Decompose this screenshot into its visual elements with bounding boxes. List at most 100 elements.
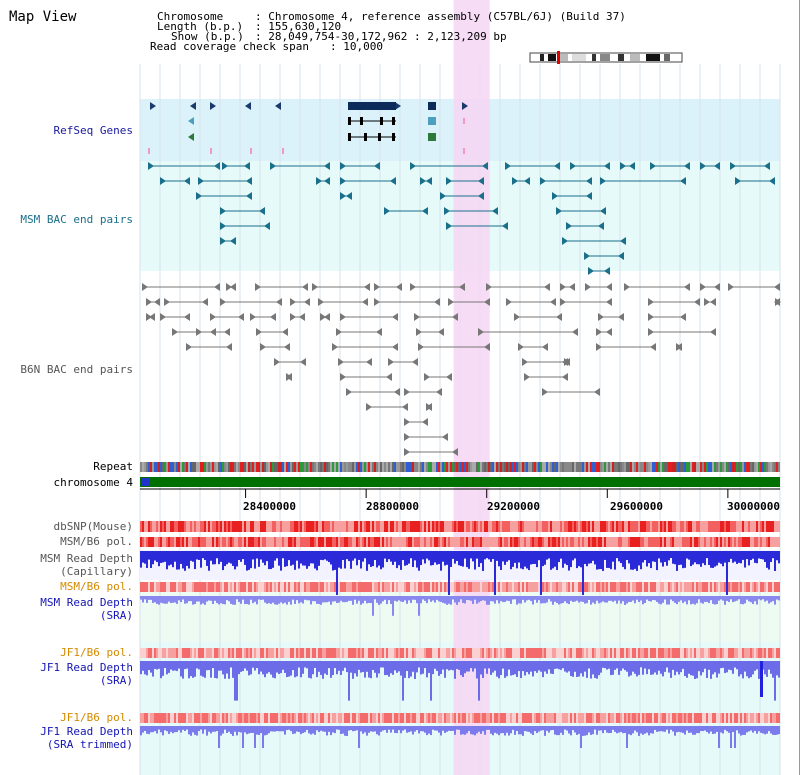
b6n-bac-pair-end[interactable]: [366, 358, 372, 366]
b6n-bac-pair-end[interactable]: [250, 313, 256, 321]
msm-bac-pair-end[interactable]: [446, 222, 452, 230]
b6n-bac-pair-end[interactable]: [594, 388, 600, 396]
chromosome-bar[interactable]: [140, 477, 780, 487]
msm-bac-pair-end[interactable]: [618, 252, 624, 260]
b6n-bac-pair-end[interactable]: [650, 343, 656, 351]
b6n-bac-pair-end[interactable]: [648, 313, 654, 321]
b6n-bac-pair-end[interactable]: [618, 313, 624, 321]
msm-bac-pair-end[interactable]: [478, 177, 484, 185]
msm-bac-pair-end[interactable]: [586, 192, 592, 200]
msm-bac-pair-end[interactable]: [184, 177, 190, 185]
b6n-bac-pair-end[interactable]: [324, 313, 330, 321]
msm-bac-pair-end[interactable]: [566, 222, 572, 230]
b6n-bac-pair-end[interactable]: [304, 298, 310, 306]
b6n-bac-pair-end[interactable]: [202, 298, 208, 306]
msm-bac-pair-end[interactable]: [680, 177, 686, 185]
b6n-bac-pair-end[interactable]: [484, 343, 490, 351]
msm-bac-pair-end[interactable]: [340, 162, 346, 170]
b6n-bac-pair-end[interactable]: [522, 358, 528, 366]
msm-bac-pair-end[interactable]: [556, 207, 562, 215]
b6n-bac-pair-end[interactable]: [282, 328, 288, 336]
msm-bac-pair-end[interactable]: [440, 192, 446, 200]
msm-bac-pair-end[interactable]: [540, 177, 546, 185]
b6n-bac-pair-end[interactable]: [362, 298, 368, 306]
b6n-bac-pair-end[interactable]: [418, 343, 424, 351]
msm-bac-pair-end[interactable]: [586, 177, 592, 185]
msm-bac-pair-end[interactable]: [700, 162, 706, 170]
b6n-bac-pair-end[interactable]: [524, 373, 530, 381]
msm-bac-pair-end[interactable]: [604, 162, 610, 170]
refseq-gene-block[interactable]: [428, 102, 436, 110]
b6n-bac-pair-end[interactable]: [184, 313, 190, 321]
b6n-bac-pair-end[interactable]: [710, 328, 716, 336]
msm-bac-pair-end[interactable]: [324, 177, 330, 185]
msm-bac-pair-end[interactable]: [650, 162, 656, 170]
b6n-bac-pair-end[interactable]: [270, 313, 276, 321]
msm-bac-pair-end[interactable]: [214, 162, 220, 170]
track-label-refseq[interactable]: RefSeq Genes: [53, 124, 133, 137]
b6n-bac-pair-end[interactable]: [284, 343, 290, 351]
msm-bac-pair-end[interactable]: [492, 207, 498, 215]
msm-bac-pair-end[interactable]: [220, 222, 226, 230]
b6n-bac-pair-end[interactable]: [394, 388, 400, 396]
refseq-gene-arrow[interactable]: [150, 102, 156, 110]
b6n-bac-pair-end[interactable]: [364, 283, 370, 291]
b6n-bac-pair-end[interactable]: [238, 313, 244, 321]
b6n-bac-pair-end[interactable]: [446, 373, 452, 381]
msm-bac-pair-end[interactable]: [505, 162, 511, 170]
track-label-msm-depth-sra[interactable]: MSM Read Depth: [40, 596, 133, 609]
b6n-bac-pair-end[interactable]: [506, 298, 512, 306]
b6n-bac-pair-end[interactable]: [596, 343, 602, 351]
b6n-bac-pair-end[interactable]: [448, 298, 454, 306]
b6n-bac-pair-end[interactable]: [230, 283, 236, 291]
b6n-bac-pair-end[interactable]: [694, 298, 700, 306]
b6n-bac-pair-end[interactable]: [290, 298, 296, 306]
msm-bac-pair-end[interactable]: [324, 162, 330, 170]
b6n-bac-pair-end[interactable]: [624, 283, 630, 291]
b6n-bac-pair-end[interactable]: [562, 373, 568, 381]
msm-bac-pair-end[interactable]: [512, 177, 518, 185]
b6n-bac-pair-end[interactable]: [550, 298, 556, 306]
b6n-bac-pair-end[interactable]: [376, 328, 382, 336]
b6n-bac-pair-end[interactable]: [544, 283, 550, 291]
msm-bac-pair-end[interactable]: [444, 207, 450, 215]
b6n-bac-pair-end[interactable]: [774, 283, 780, 291]
b6n-bac-pair-end[interactable]: [486, 283, 492, 291]
msm-bac-pair-end[interactable]: [735, 177, 741, 185]
b6n-bac-pair-end[interactable]: [402, 403, 408, 411]
b6n-bac-pair-end[interactable]: [560, 283, 566, 291]
msm-bac-pair-end[interactable]: [422, 207, 428, 215]
b6n-bac-pair-end[interactable]: [606, 298, 612, 306]
b6n-bac-pair-end[interactable]: [704, 298, 710, 306]
b6n-bac-pair-end[interactable]: [452, 448, 458, 456]
refseq-gene-block[interactable]: [428, 117, 436, 125]
refseq-gene-block[interactable]: [348, 102, 396, 110]
b6n-bac-pair-end[interactable]: [564, 358, 570, 366]
msm-bac-pair-end[interactable]: [220, 237, 226, 245]
b6n-bac-pair-end[interactable]: [404, 418, 410, 426]
msm-bac-pair-end[interactable]: [524, 177, 530, 185]
b6n-bac-pair-end[interactable]: [542, 388, 548, 396]
b6n-bac-pair-end[interactable]: [684, 283, 690, 291]
b6n-bac-pair-end[interactable]: [606, 283, 612, 291]
b6n-bac-pair-end[interactable]: [774, 298, 780, 306]
b6n-bac-pair-end[interactable]: [412, 358, 418, 366]
track-label-msm-depth-cap[interactable]: MSM Read Depth: [40, 552, 133, 565]
msm-bac-pair-end[interactable]: [598, 222, 604, 230]
b6n-bac-pair-end[interactable]: [210, 313, 216, 321]
msm-bac-pair-end[interactable]: [620, 237, 626, 245]
msm-bac-pair-end[interactable]: [340, 192, 346, 200]
track-label-msm-bac[interactable]: MSM BAC end pairs: [20, 213, 133, 226]
b6n-bac-pair-end[interactable]: [172, 328, 178, 336]
b6n-bac-pair-end[interactable]: [346, 388, 352, 396]
b6n-bac-pair-end[interactable]: [569, 283, 575, 291]
msm-bac-pair-end[interactable]: [552, 192, 558, 200]
b6n-bac-pair-end[interactable]: [422, 418, 428, 426]
b6n-bac-pair-end[interactable]: [300, 358, 306, 366]
msm-bac-pair-end[interactable]: [346, 192, 352, 200]
track-label-jf1-b6-pol-1[interactable]: JF1/B6 pol.: [60, 646, 133, 659]
b6n-bac-pair-end[interactable]: [392, 343, 398, 351]
msm-bac-pair-end[interactable]: [420, 177, 426, 185]
highlight-region[interactable]: [453, 0, 490, 775]
b6n-bac-pair-end[interactable]: [459, 283, 465, 291]
